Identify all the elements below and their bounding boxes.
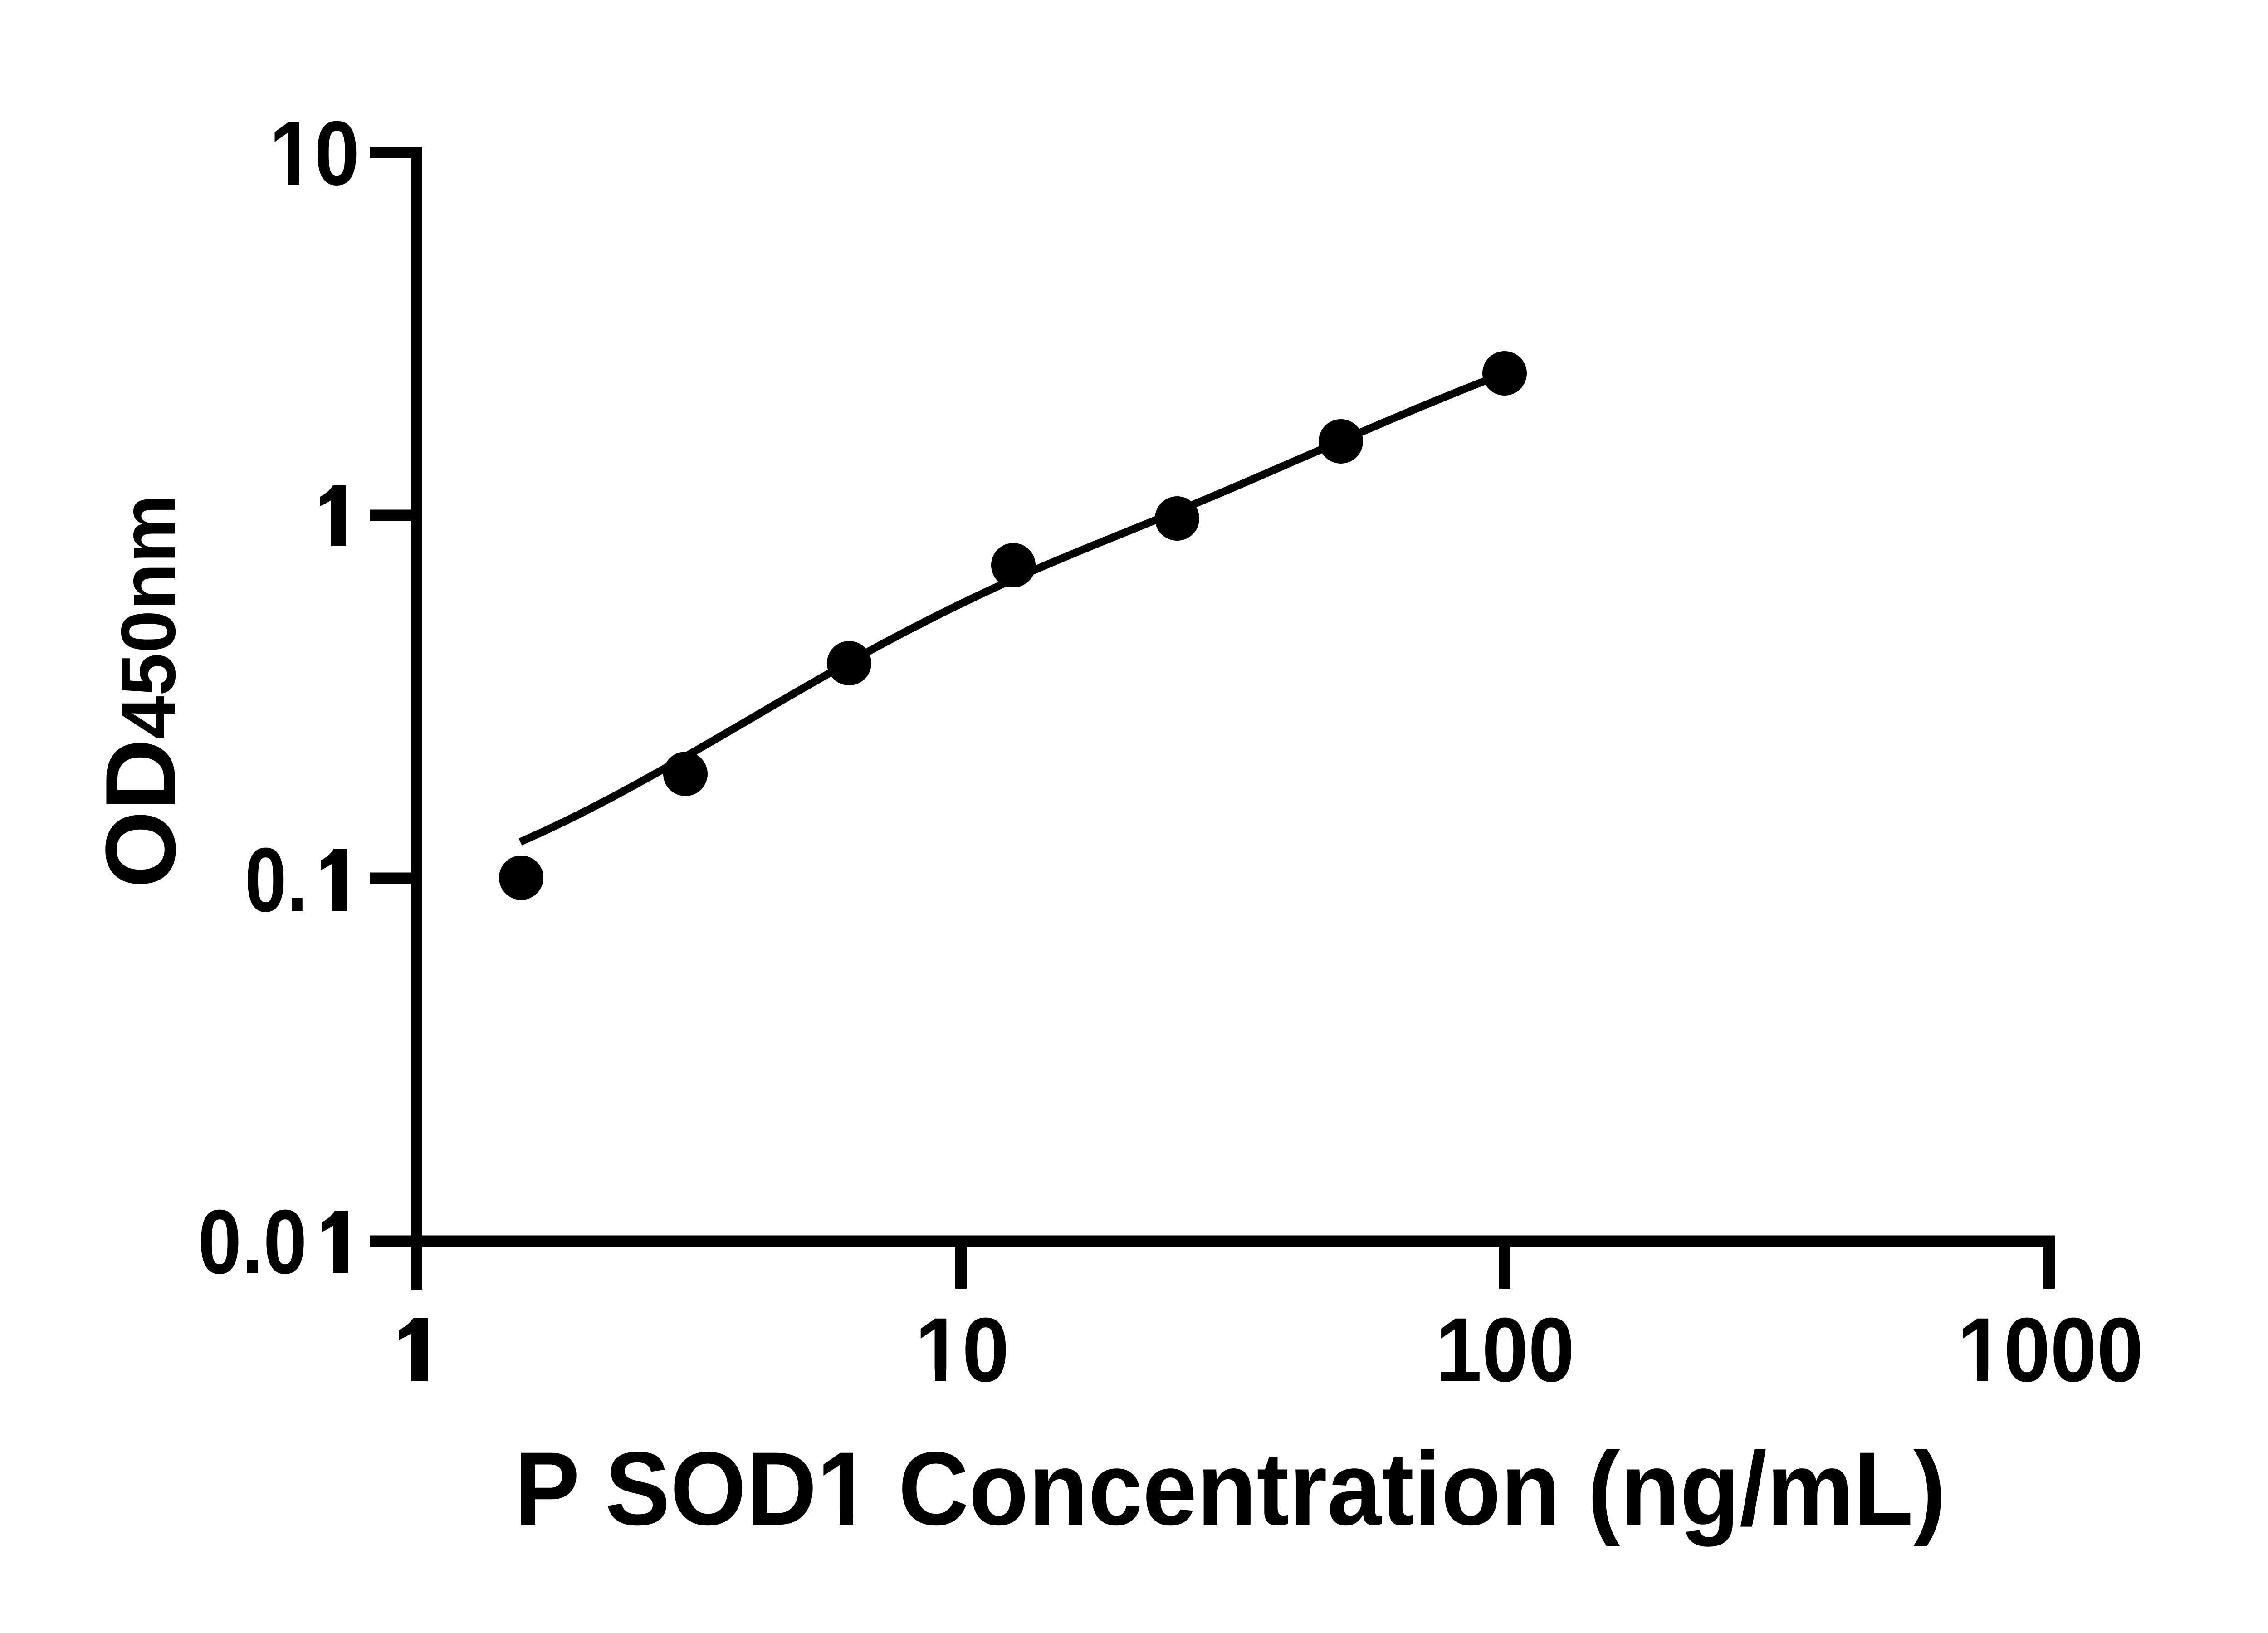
- svg-text:100: 100: [1436, 1299, 1575, 1401]
- svg-text:1000: 1000: [1957, 1299, 2143, 1401]
- svg-text:10: 10: [269, 102, 359, 204]
- svg-text:P SOD1 Concentration (ng/mL): P SOD1 Concentration (ng/mL): [514, 1430, 1945, 1547]
- svg-text:OD450nm: OD450nm: [85, 494, 196, 888]
- svg-text:10: 10: [915, 1299, 1009, 1401]
